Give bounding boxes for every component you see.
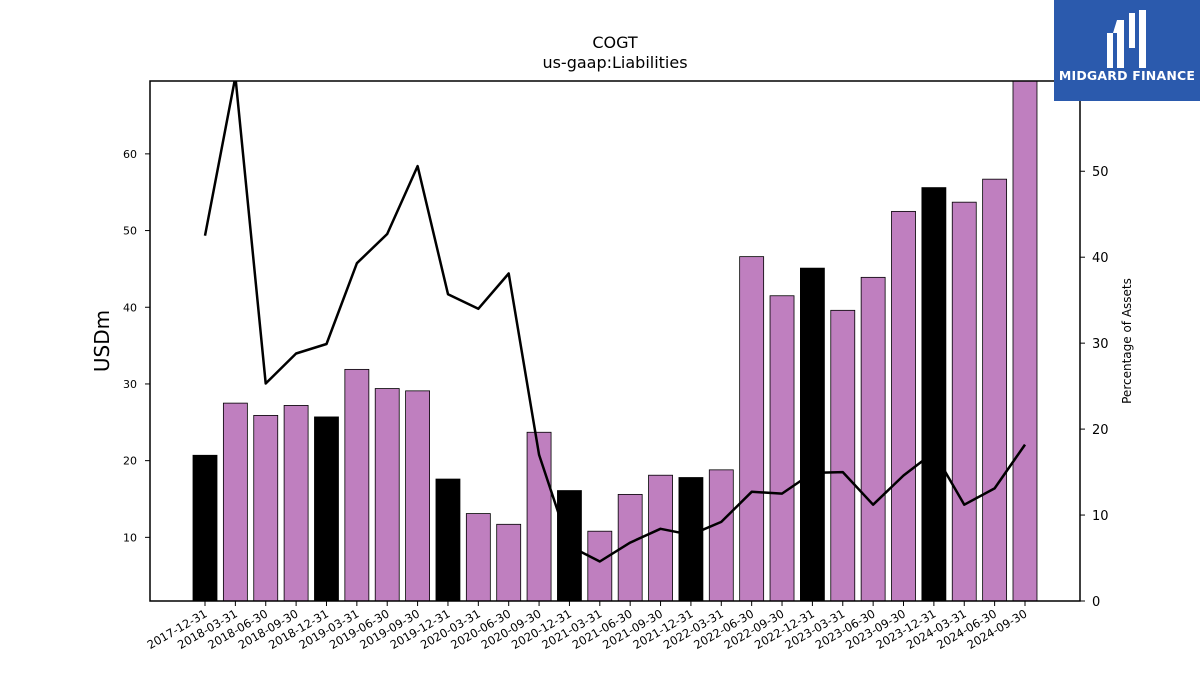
chart-title: COGT — [592, 33, 638, 52]
bar-2023-06-30 — [860, 276, 886, 602]
y-tick-label: 30 — [123, 378, 137, 391]
y2-tick-label: 10 — [1092, 509, 1109, 524]
bar-2023-09-30 — [891, 210, 916, 602]
plot-frame — [149, 80, 1081, 602]
brand-logo: MIDGARD FINANCE — [1054, 0, 1200, 101]
y-tick-label: 40 — [123, 301, 137, 314]
brand-name: MIDGARD FINANCE — [1058, 68, 1196, 83]
bar-2017-12-31 — [192, 454, 218, 602]
bar-2020-06-30 — [496, 523, 522, 602]
bar-2020-09-30 — [526, 431, 552, 602]
y2-tick-label: 40 — [1092, 251, 1109, 266]
bar-2020-03-31 — [465, 513, 491, 602]
bar-2019-12-31 — [435, 478, 461, 602]
bar-2024-09-30 — [1012, 80, 1038, 602]
bar-2022-09-30 — [769, 295, 795, 602]
bar-2019-03-31 — [344, 368, 370, 602]
bar-2024-03-31 — [951, 201, 977, 602]
y2-axis-label: Percentage of Assets — [1120, 278, 1134, 404]
bar-2019-09-30 — [405, 390, 430, 602]
y2-tick-label: 0 — [1092, 595, 1100, 610]
percent-line-series — [203, 81, 1027, 563]
bar-2018-12-31 — [314, 416, 339, 602]
bar-2021-09-30 — [648, 474, 673, 602]
bar-2021-12-31 — [678, 477, 704, 602]
logo-mark-icon — [1107, 10, 1146, 68]
bar-2024-06-30 — [982, 178, 1008, 602]
y2-tick-label: 50 — [1092, 165, 1109, 180]
bar-2021-03-31 — [587, 530, 613, 602]
chart-subtitle: us-gaap:Liabilities — [542, 53, 687, 72]
y-tick-label: 50 — [123, 225, 137, 238]
y-tick-label: 10 — [123, 531, 137, 544]
bar-series — [192, 80, 1038, 602]
y-tick-label: 60 — [123, 148, 137, 161]
bar-2023-03-31 — [830, 309, 856, 602]
y-tick-label: 20 — [123, 455, 137, 468]
bar-2018-06-30 — [253, 414, 279, 602]
bar-2018-09-30 — [283, 405, 309, 602]
percent-of-assets-line — [203, 81, 1027, 563]
bar-2022-06-30 — [739, 256, 765, 602]
bar-2022-12-31 — [800, 267, 825, 602]
y-axis-label: USDm — [90, 310, 114, 372]
y2-tick-label: 20 — [1092, 423, 1109, 438]
bar-2019-06-30 — [374, 388, 400, 602]
bar-2018-03-31 — [222, 402, 248, 602]
bar-2022-03-31 — [708, 469, 734, 602]
y2-tick-label: 30 — [1092, 337, 1109, 352]
bar-2023-12-31 — [921, 187, 947, 602]
